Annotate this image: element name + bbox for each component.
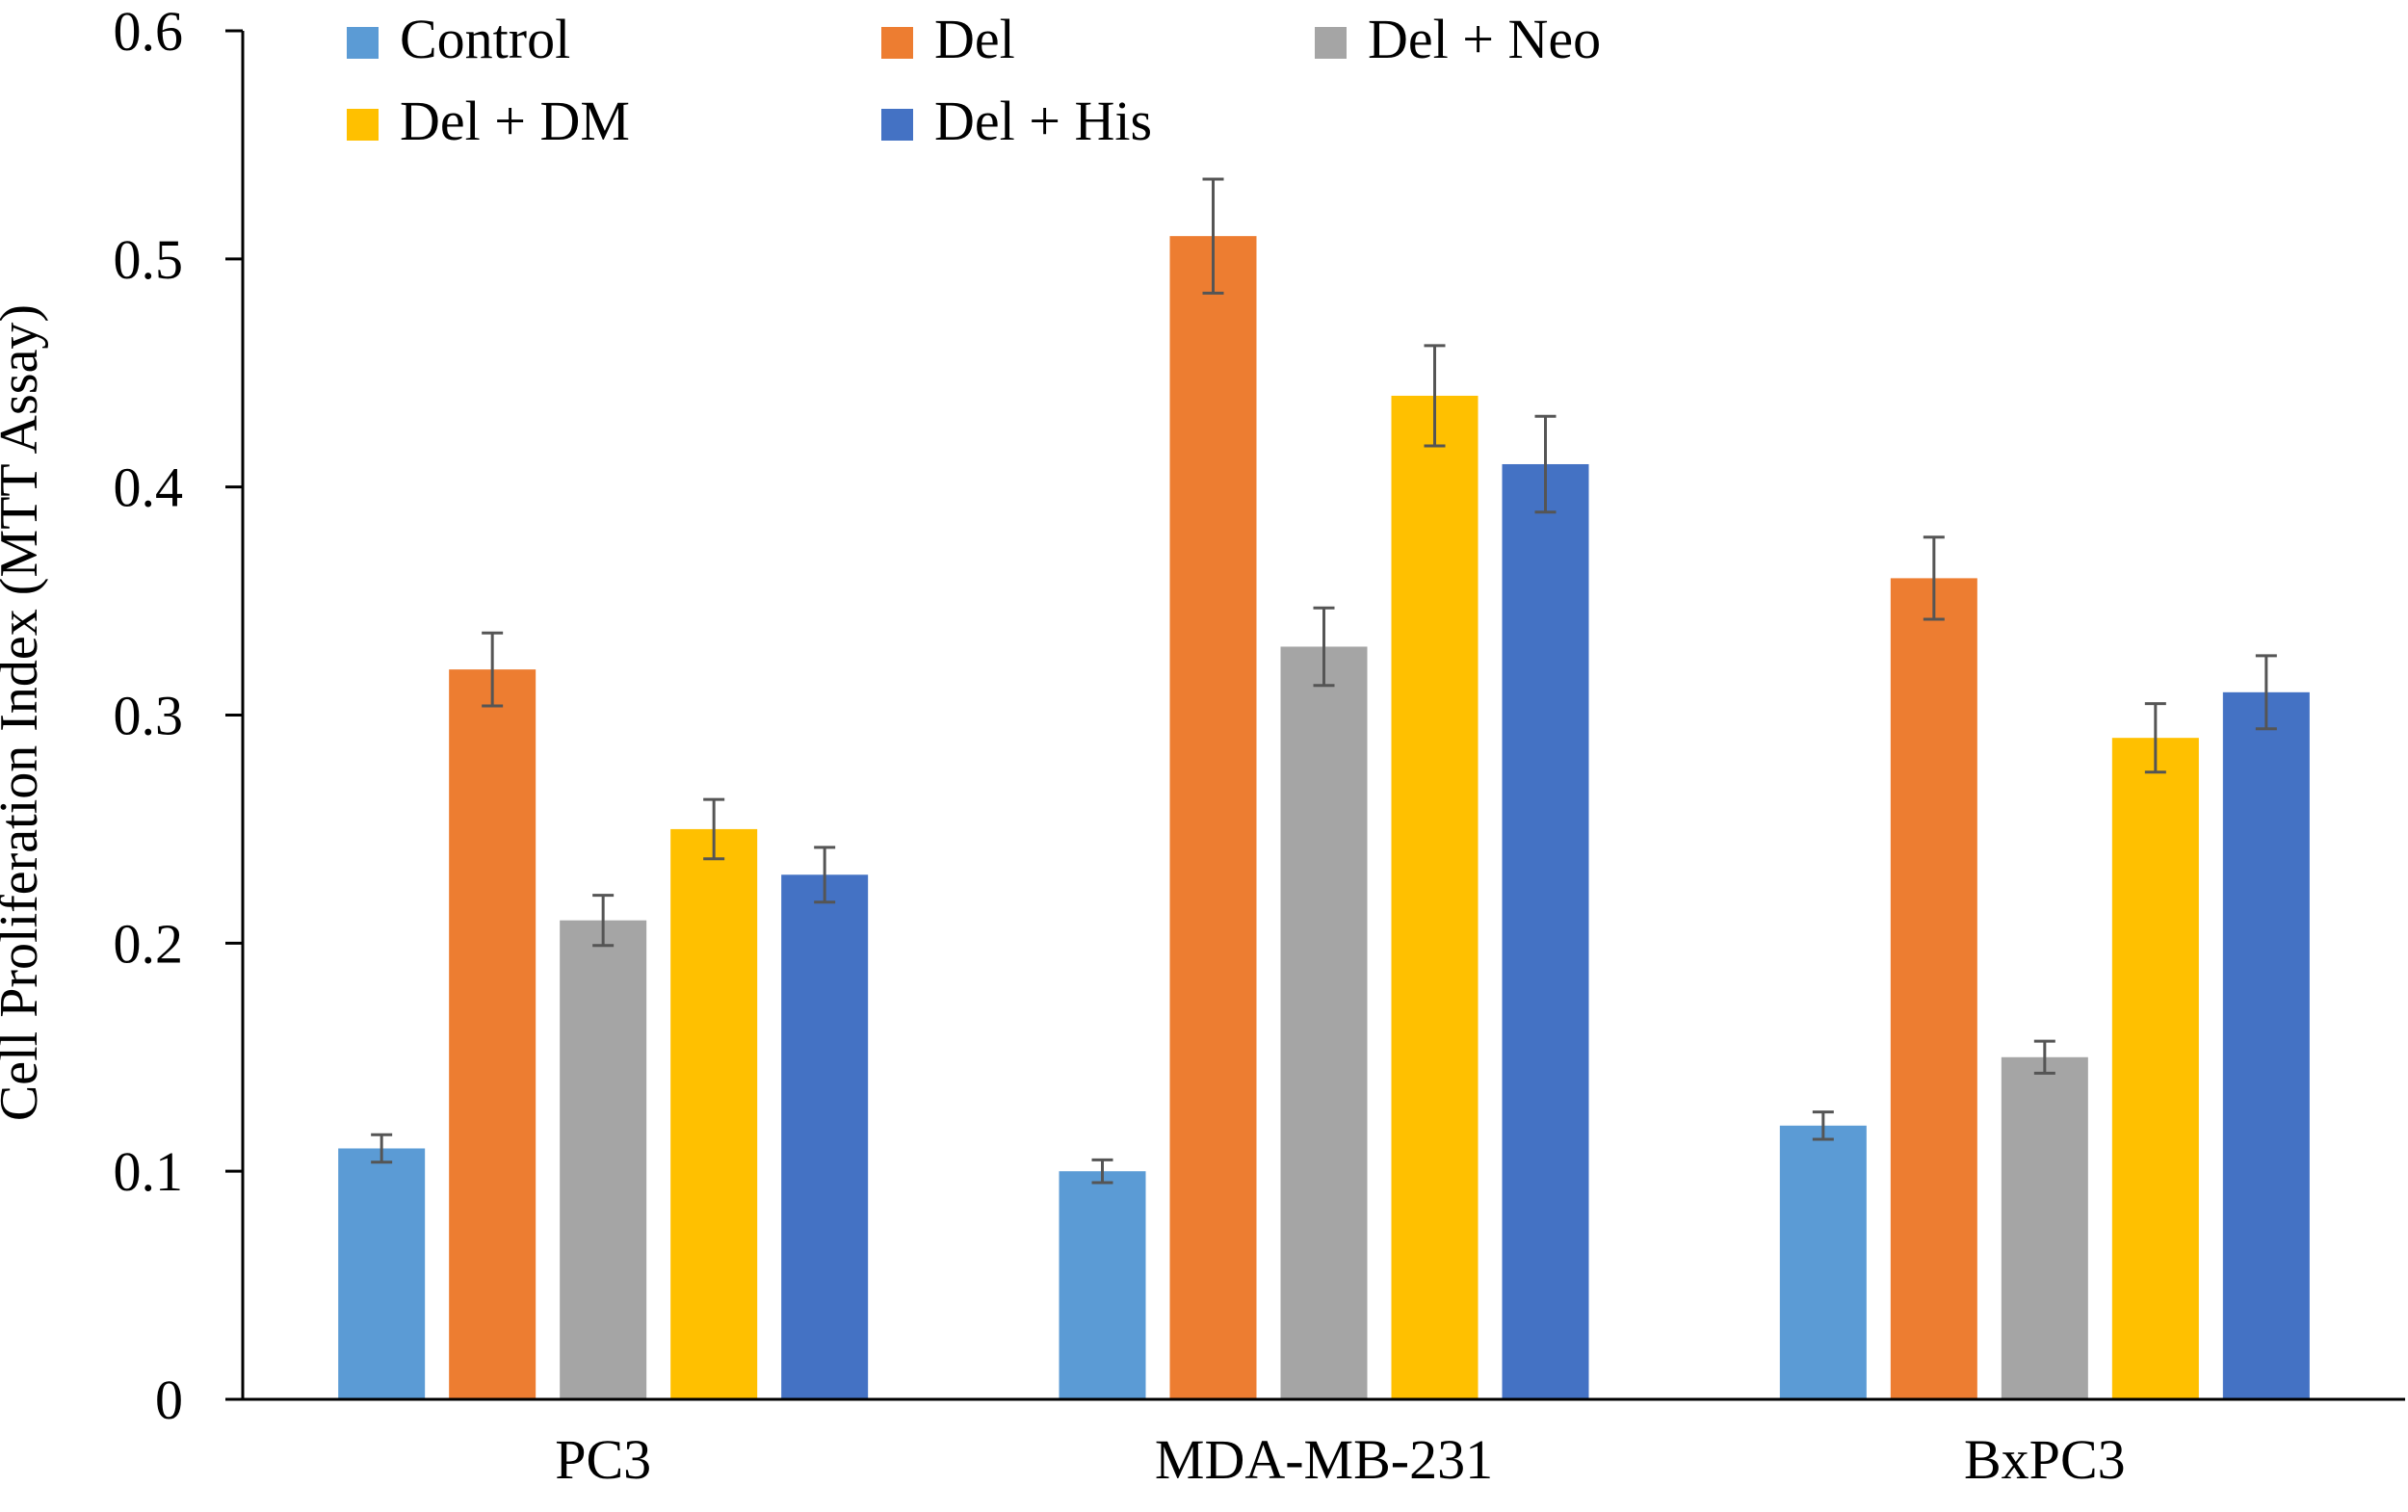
bars-layer	[338, 236, 2310, 1399]
y-tick-label: 0.1	[114, 1140, 184, 1203]
legend-label: Del + DM	[400, 90, 630, 152]
y-axis-title: Cell Proliferation Index (MTT Assay)	[0, 304, 49, 1121]
axes-layer: 0 0.1 0.2 0.3 0.4 0.5 0.6 PC3 MDA-MB-231 BxPC3	[114, 0, 2405, 1491]
y-tick-label: 0.4	[114, 456, 184, 519]
bar	[1779, 1125, 1867, 1399]
y-tick-label: 0.5	[114, 228, 184, 291]
legend-swatch	[347, 27, 379, 59]
bar	[781, 874, 869, 1399]
bar	[1502, 463, 1589, 1399]
bar	[560, 920, 647, 1399]
legend: Control Del Del + Neo Del + DM Del + His	[347, 8, 1601, 152]
legend-label: Del + Neo	[1368, 8, 1601, 70]
y-tick-label: 0.6	[114, 0, 184, 63]
legend-swatch	[881, 27, 913, 59]
bar	[2001, 1056, 2088, 1399]
x-category-label: MDA-MB-231	[1155, 1428, 1493, 1491]
bar	[1391, 395, 1479, 1399]
legend-label: Del + His	[934, 90, 1152, 152]
bar	[1169, 236, 1257, 1399]
x-category-label: PC3	[555, 1428, 651, 1491]
bar	[670, 828, 758, 1399]
bar	[2222, 691, 2310, 1399]
legend-swatch	[1315, 27, 1347, 59]
error-bars-layer	[371, 177, 2277, 1185]
bar	[1059, 1171, 1146, 1399]
bar	[1280, 646, 1368, 1399]
legend-swatch	[881, 109, 913, 141]
y-tick-label: 0.3	[114, 685, 184, 747]
legend-swatch	[347, 109, 379, 141]
y-tick-label: 0.2	[114, 912, 184, 975]
x-category-label: BxPC3	[1964, 1428, 2126, 1491]
y-tick-label: 0	[155, 1369, 183, 1431]
legend-label: Del	[934, 8, 1015, 70]
bar	[1890, 578, 1977, 1399]
bar	[2111, 738, 2199, 1399]
bar	[338, 1148, 426, 1399]
legend-label: Control	[400, 8, 570, 70]
bar	[449, 669, 537, 1399]
